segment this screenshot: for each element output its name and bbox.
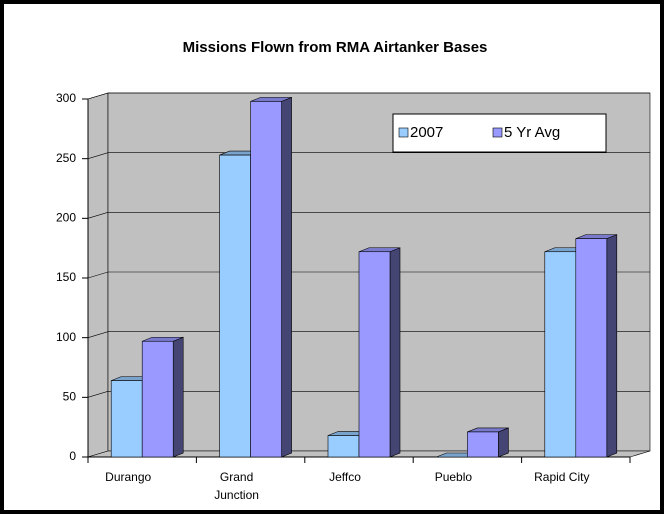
bar-side (498, 427, 509, 458)
bar-front (358, 251, 391, 458)
y-tick-label: 100 (56, 330, 76, 344)
bar (358, 247, 401, 458)
bar-side (389, 247, 401, 458)
legend-label: 2007 (410, 124, 443, 141)
grid-line (87, 391, 109, 398)
bar-front (110, 380, 143, 458)
bar-front (219, 154, 251, 458)
legend-swatch (398, 127, 409, 138)
grid-line (87, 92, 109, 100)
bar-side (606, 234, 618, 458)
x-tick-label: Durango (105, 470, 152, 484)
bar (250, 96, 292, 458)
y-tick-label: 200 (56, 211, 76, 225)
chart-title: Missions Flown from RMA Airtanker Bases (183, 39, 488, 56)
bar-side (172, 336, 184, 458)
bar (141, 336, 184, 458)
y-tick-label: 0 (69, 449, 76, 463)
x-tick-label: Grand Junction (214, 470, 259, 502)
grid-line (87, 212, 109, 219)
legend-label: 5 Yr Avg (504, 124, 560, 141)
bar (575, 234, 618, 458)
bar (467, 427, 509, 458)
legend-swatch (492, 127, 503, 138)
bar-front (544, 251, 577, 458)
x-tick-label: Jeffco (329, 470, 361, 484)
y-tick-label: 300 (56, 91, 76, 105)
bar-front (575, 238, 608, 458)
bar-side (281, 96, 292, 458)
bar-front (327, 435, 360, 458)
grid-line (87, 331, 109, 338)
y-tick-label: 150 (56, 270, 76, 284)
x-tick-label: Pueblo (434, 470, 473, 484)
y-tick-label: 250 (56, 151, 76, 165)
bar-front (250, 101, 282, 458)
y-tick-label: 50 (63, 390, 77, 404)
x-tick-label: Rapid City (534, 470, 590, 484)
bar-front (467, 431, 499, 458)
bar-front (141, 340, 174, 458)
grid-line (87, 271, 109, 279)
grid-line (87, 152, 109, 159)
